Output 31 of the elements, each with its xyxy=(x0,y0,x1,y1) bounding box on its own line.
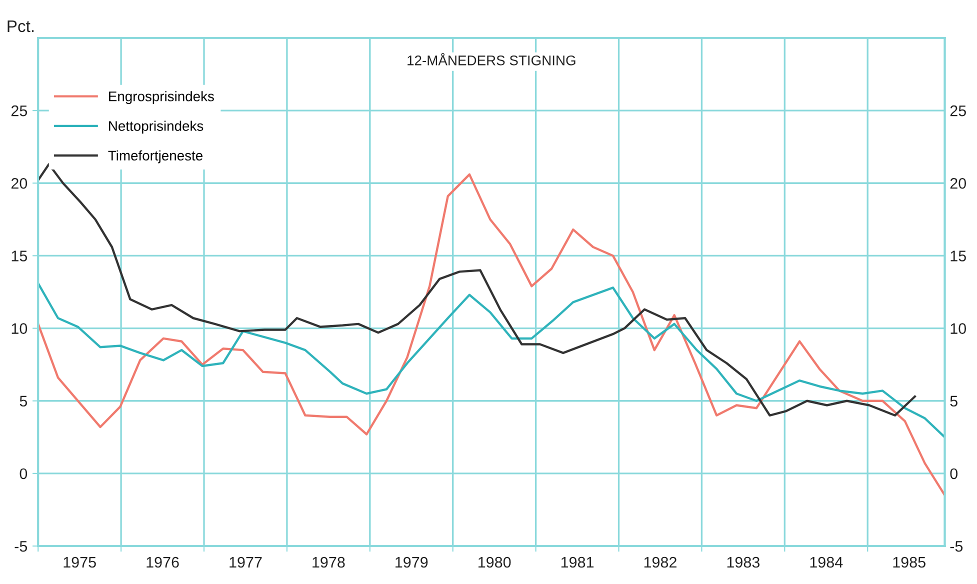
y2-tick-label: 5 xyxy=(950,396,958,407)
y2-tick-label: -5 xyxy=(950,541,963,552)
y2-tick-label: 10 xyxy=(950,323,966,334)
y-tick-label: 25 xyxy=(11,105,28,116)
x-tick-label: 1976 xyxy=(146,556,179,568)
x-tick-label: 1975 xyxy=(64,556,96,568)
y2-tick-label: 20 xyxy=(950,178,966,189)
y-tick-label: 10 xyxy=(12,323,28,334)
y-axis-title: Pct. xyxy=(8,20,34,32)
x-tick-label: 1977 xyxy=(230,556,262,568)
y-tick-label: 15 xyxy=(12,250,28,262)
x-tick-label: 1978 xyxy=(312,556,345,568)
x-tick-label: 1980 xyxy=(478,556,511,568)
x-tick-label: 1983 xyxy=(727,556,760,568)
y-tick-label: 5 xyxy=(20,396,28,407)
y-tick-label: -5 xyxy=(14,541,28,552)
x-tick-label: 1979 xyxy=(396,556,428,568)
x-tick-label: 1982 xyxy=(644,556,676,568)
y2-tick-label: 0 xyxy=(950,468,958,480)
legend-label: Engrosprisindeks xyxy=(109,91,214,104)
text: 12-MÅNEDERS STIGNING xyxy=(408,53,576,66)
legend-label: Nettoprisindeks xyxy=(109,120,204,134)
x-tick-label: 1984 xyxy=(810,556,843,568)
y-tick-label: 20 xyxy=(11,178,28,189)
y-tick-label: 0 xyxy=(20,468,28,480)
y2-tick-label: 25 xyxy=(950,105,966,116)
x-tick-label: 1981 xyxy=(561,556,594,568)
x-tick-label: 1985 xyxy=(893,556,926,568)
y2-tick-label: 15 xyxy=(950,250,966,262)
line-series xyxy=(38,163,916,416)
legend-label: Timefortjeneste xyxy=(108,150,202,164)
